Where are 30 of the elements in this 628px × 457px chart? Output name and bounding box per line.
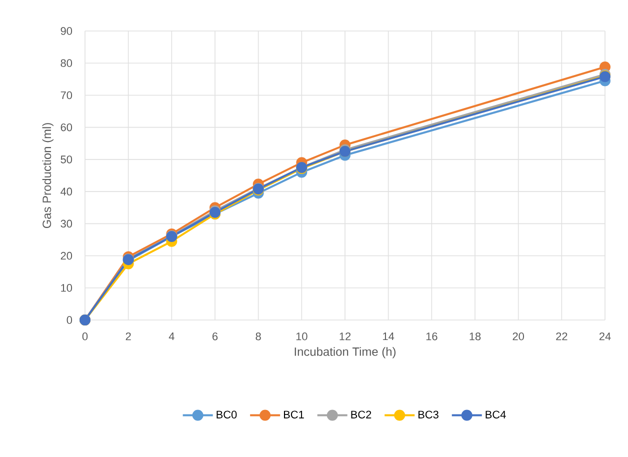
y-tick-label: 40 xyxy=(60,188,72,196)
x-tick-label: 4 xyxy=(168,332,174,340)
legend-label: BC3 xyxy=(418,410,438,418)
x-tick-label: 12 xyxy=(340,332,351,340)
x-tick-label: 14 xyxy=(383,332,394,340)
x-tick-label: 16 xyxy=(426,332,438,340)
legend-label: BC4 xyxy=(486,410,506,418)
y-axis-title: Gas Production (ml) xyxy=(42,123,54,228)
legend-label: BC0 xyxy=(216,410,237,418)
legend-label: BC2 xyxy=(351,410,372,418)
y-tick-label: 70 xyxy=(60,91,72,100)
x-tick-label: 2 xyxy=(126,332,131,340)
y-tick-label: 20 xyxy=(60,252,72,260)
x-tick-label: 22 xyxy=(556,332,568,340)
x-tick-label: 10 xyxy=(296,332,308,340)
x-tick-label: 0 xyxy=(82,332,88,340)
x-tick-label: 24 xyxy=(599,332,611,340)
y-tick-label: 50 xyxy=(60,156,72,164)
y-tick-label: 60 xyxy=(60,123,72,132)
x-tick-label: 18 xyxy=(470,332,481,340)
x-axis-title: Incubation Time (h) xyxy=(294,347,396,358)
x-tick-label: 20 xyxy=(512,332,524,340)
y-tick-label: 90 xyxy=(60,27,72,35)
x-tick-label: 8 xyxy=(256,332,261,340)
y-tick-label: 10 xyxy=(61,284,72,292)
x-tick-label: 6 xyxy=(212,332,218,340)
y-tick-label: 30 xyxy=(60,220,72,228)
legend-label: BC1 xyxy=(284,410,304,418)
y-tick-label: 80 xyxy=(60,59,72,67)
y-tick-label: 0 xyxy=(66,316,72,324)
